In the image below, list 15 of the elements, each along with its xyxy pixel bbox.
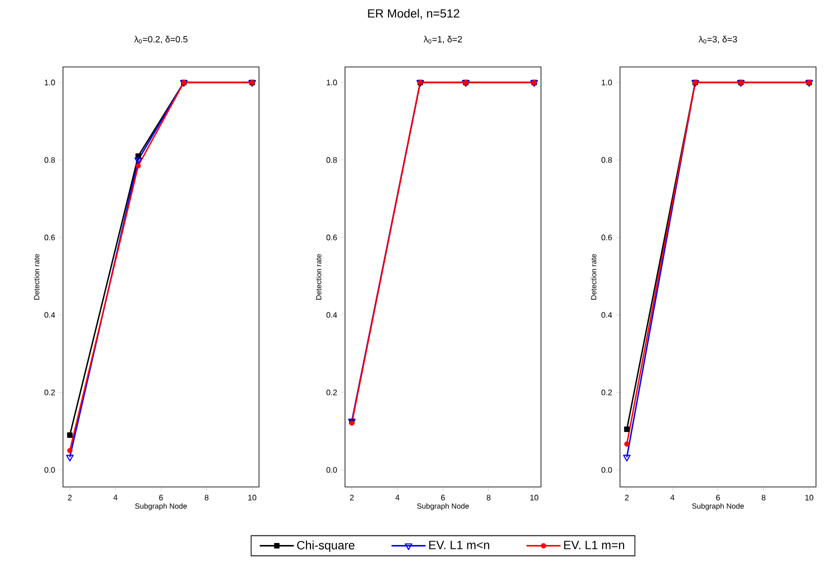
chart-title: λ$_{0}$=1, δ=2	[424, 36, 462, 44]
point	[136, 163, 141, 168]
legend-label: Chi-square	[297, 540, 354, 552]
point	[624, 441, 630, 447]
legend-label: EV. L1 m<n	[429, 540, 490, 550]
point	[624, 426, 630, 432]
point	[67, 448, 72, 454]
chart-title: λ$_{0}$=3, δ=3	[698, 36, 737, 44]
point	[623, 454, 631, 462]
point	[134, 158, 142, 164]
chart-title: λ$_{0}$=0.2, δ=0.5	[134, 36, 188, 44]
point	[66, 454, 74, 462]
text: ER Model, n=512	[368, 8, 460, 20]
point	[67, 432, 73, 438]
legend-label: EV. L1 m=n	[564, 540, 624, 550]
